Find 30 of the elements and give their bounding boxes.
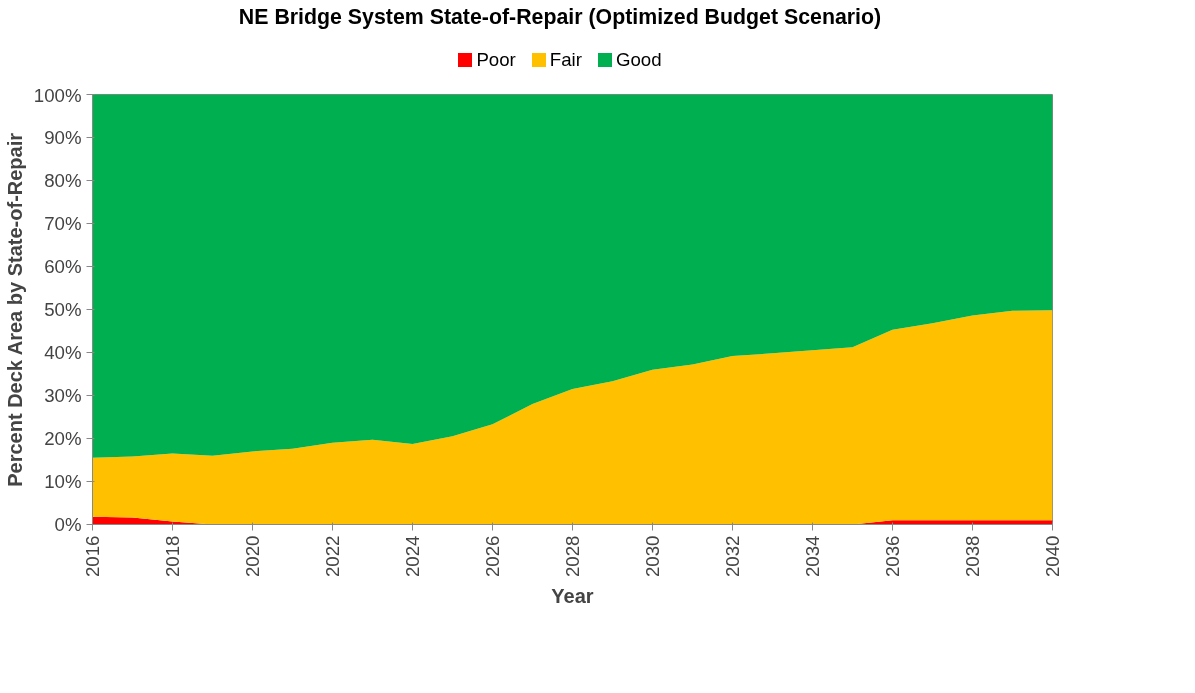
y-tick-label: 60% — [44, 256, 82, 277]
y-tick-label: 100% — [33, 84, 82, 106]
y-tick-label: 40% — [44, 342, 82, 363]
x-tick-label: 2022 — [322, 535, 343, 577]
x-tick-label: 2030 — [642, 535, 663, 577]
y-tick-label: 10% — [44, 471, 82, 492]
x-tick-label: 2028 — [562, 535, 583, 577]
x-axis-title: Year — [551, 585, 594, 607]
y-tick-label: 30% — [44, 385, 82, 406]
x-tick-label: 2032 — [722, 535, 743, 577]
x-tick-label: 2016 — [82, 535, 103, 577]
x-tick-label: 2038 — [962, 535, 983, 577]
legend-label: Good — [614, 49, 662, 70]
y-tick-label: 50% — [44, 299, 82, 320]
y-tick-label: 90% — [44, 127, 82, 148]
x-tick-label: 2024 — [402, 535, 423, 577]
chart-title: NE Bridge System State-of-Repair (Optimized Budget Scenario) — [237, 5, 883, 30]
legend-label: Poor — [475, 49, 516, 70]
x-tick-label: 2018 — [162, 535, 183, 577]
x-tick-label: 2040 — [1042, 535, 1063, 577]
y-axis-title: Percent Deck Area by State-of-Repair — [3, 132, 26, 487]
legend-label: Fair — [548, 49, 582, 70]
y-tick-label: 70% — [44, 213, 82, 234]
x-tick-label: 2026 — [482, 535, 503, 577]
x-tick-label: 2036 — [882, 535, 903, 577]
y-tick-label: 20% — [44, 428, 82, 449]
x-tick-label: 2020 — [242, 535, 263, 577]
y-tick-label: 0% — [54, 514, 82, 535]
x-tick-label: 2034 — [802, 535, 823, 577]
y-tick-label: 80% — [44, 170, 82, 191]
